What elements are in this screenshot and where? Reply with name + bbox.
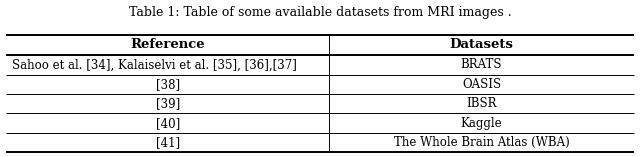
Text: [39]: [39] — [156, 97, 180, 110]
Text: Datasets: Datasets — [449, 38, 513, 51]
Text: [41]: [41] — [156, 136, 180, 149]
Text: [38]: [38] — [156, 78, 180, 91]
Text: Table 1: Table of some available datasets from MRI images .: Table 1: Table of some available dataset… — [129, 6, 511, 19]
Text: The Whole Brain Atlas (WBA): The Whole Brain Atlas (WBA) — [394, 136, 570, 149]
Text: Reference: Reference — [131, 38, 205, 51]
Text: OASIS: OASIS — [462, 78, 501, 91]
Text: [40]: [40] — [156, 117, 180, 130]
Text: IBSR: IBSR — [467, 97, 497, 110]
Text: BRATS: BRATS — [461, 58, 502, 71]
Text: Sahoo et al. [34], Kalaiselvi et al. [35], [36],[37]: Sahoo et al. [34], Kalaiselvi et al. [35… — [12, 58, 296, 71]
Text: Kaggle: Kaggle — [461, 117, 502, 130]
